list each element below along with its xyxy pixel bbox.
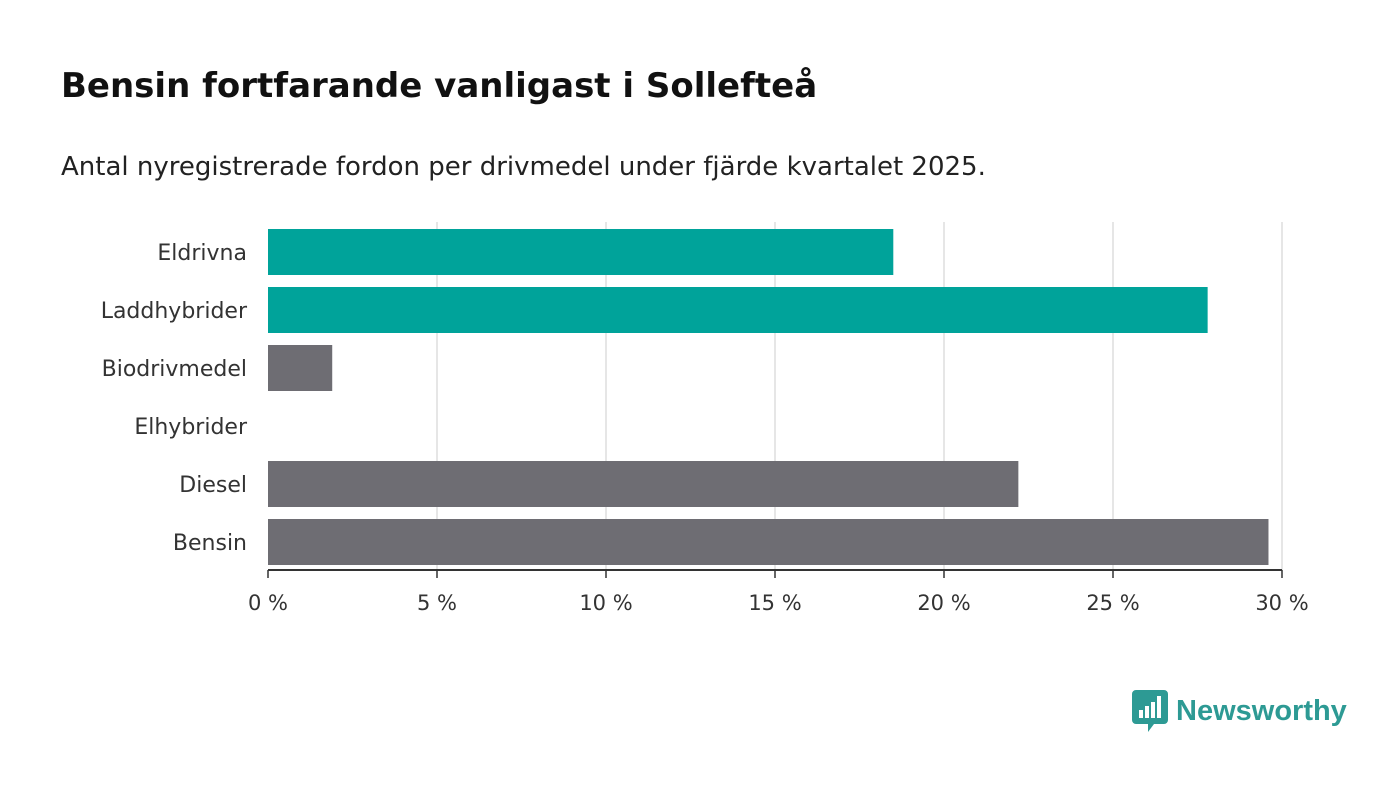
newsworthy-logo: Newsworthy <box>1132 690 1347 732</box>
x-tick-label: 30 % <box>1255 591 1308 615</box>
category-label: Eldrivna <box>157 241 247 266</box>
category-label: Diesel <box>179 473 247 498</box>
brand-name: Newsworthy <box>1176 694 1347 727</box>
bar-eldrivna <box>268 229 894 275</box>
category-label: Elhybrider <box>134 415 248 440</box>
bar-chart-speech-bubble-icon <box>1132 690 1168 732</box>
category-label: Bensin <box>173 531 247 556</box>
x-axis: 0 % 5 % 10 % 15 % 20 % 25 % 30 % <box>248 569 1309 615</box>
category-labels: Eldrivna Laddhybrider Biodrivmedel Elhybrid… <box>101 241 248 556</box>
x-tick-label: 20 % <box>917 591 970 615</box>
bar-diesel <box>268 461 1019 507</box>
chart-subtitle: Antal nyregistrerade fordon per drivmede… <box>61 152 986 182</box>
chart-title: Bensin fortfarande vanligast i Sollefteå <box>61 66 818 106</box>
x-tick-label: 0 % <box>248 591 288 615</box>
gridlines <box>436 222 1283 570</box>
bars <box>268 229 1269 565</box>
category-label: Laddhybrider <box>101 299 248 324</box>
x-tick-label: 5 % <box>417 591 457 615</box>
bar-biodrivmedel <box>268 345 333 391</box>
bar-bensin <box>268 519 1269 565</box>
bar-laddhybrider <box>268 287 1208 333</box>
x-tick-label: 10 % <box>579 591 632 615</box>
category-label: Biodrivmedel <box>102 357 247 382</box>
x-tick-label: 15 % <box>748 591 801 615</box>
x-tick-label: 25 % <box>1086 591 1139 615</box>
